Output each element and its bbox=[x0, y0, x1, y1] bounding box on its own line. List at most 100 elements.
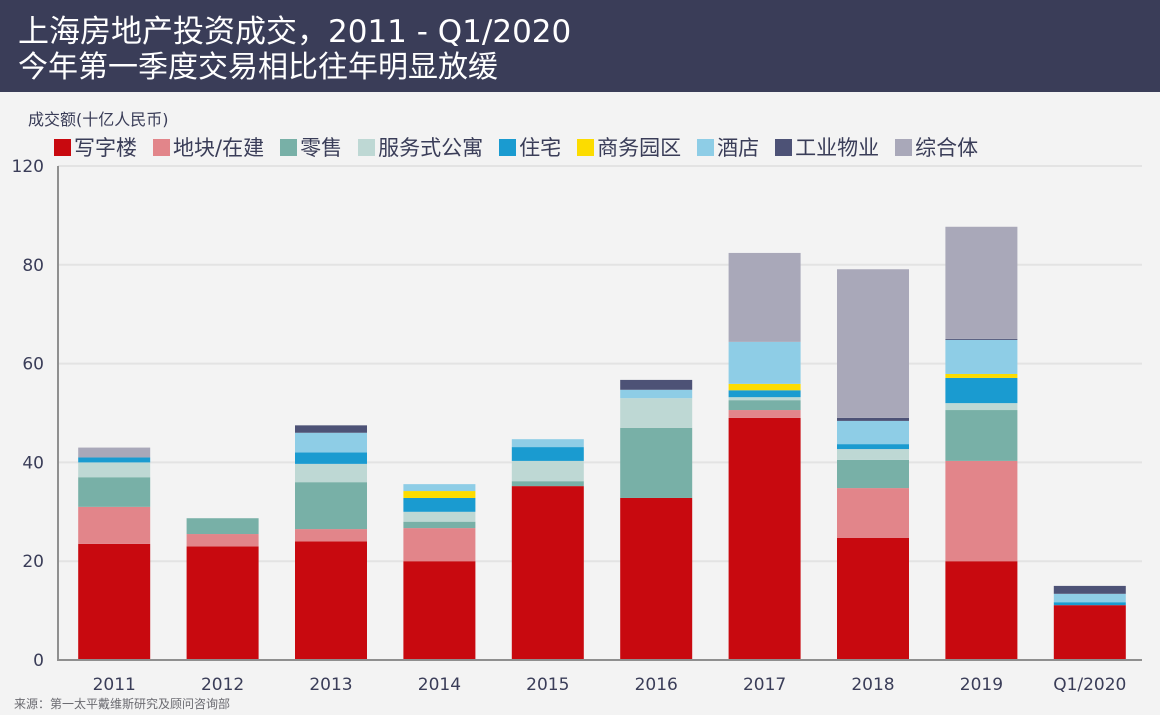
bar-segment bbox=[945, 226, 1018, 339]
legend-label: 综合体 bbox=[915, 136, 979, 160]
chart-header: 上海房地产投资成交，2011 - Q1/2020 今年第一季度交易相比往年明显放… bbox=[0, 0, 1160, 92]
x-tick-label: 2018 bbox=[851, 675, 894, 695]
y-tick-label: 40 bbox=[22, 453, 44, 473]
bar-segment bbox=[837, 537, 909, 660]
bar-segment bbox=[78, 543, 151, 660]
y-axis-label: 成交额(十亿人民币) bbox=[28, 110, 169, 129]
legend-label: 工业物业 bbox=[795, 136, 880, 160]
bar-stack-2019 bbox=[945, 226, 1018, 660]
y-tick-label: 20 bbox=[22, 552, 44, 572]
bar-segment bbox=[295, 425, 367, 433]
bar-segment bbox=[511, 439, 584, 448]
bar-segment bbox=[295, 541, 367, 660]
y-tick-label: 120 bbox=[12, 157, 44, 177]
bar-segment bbox=[1053, 593, 1126, 603]
legend-label: 酒店 bbox=[717, 136, 760, 160]
bar-segment bbox=[403, 497, 476, 512]
legend-swatch bbox=[153, 138, 170, 156]
bar-segment bbox=[945, 339, 1018, 374]
bar-segment bbox=[186, 518, 259, 535]
legend-swatch bbox=[358, 138, 376, 156]
bar-segment bbox=[78, 457, 151, 463]
bar-segment bbox=[945, 460, 1018, 562]
legend-label: 写字楼 bbox=[74, 136, 137, 160]
bar-segment bbox=[728, 410, 801, 418]
legend-swatch bbox=[577, 138, 595, 156]
bar-segment bbox=[945, 410, 1018, 461]
bar-segment bbox=[837, 269, 909, 418]
x-tick-label: 2011 bbox=[93, 675, 136, 695]
bar-segment bbox=[295, 482, 367, 530]
bar-segment bbox=[837, 459, 909, 489]
bar-segment bbox=[728, 383, 801, 391]
legend-item: 酒店 bbox=[697, 132, 759, 162]
bar-segment bbox=[620, 497, 693, 660]
bar-segment bbox=[728, 390, 801, 398]
bar-segment bbox=[403, 528, 476, 562]
bar-segment bbox=[295, 463, 367, 483]
bar-segment bbox=[511, 486, 584, 660]
bar-segment bbox=[837, 444, 909, 450]
bar-segment bbox=[620, 379, 693, 390]
bar-segment bbox=[511, 460, 584, 482]
bar-stack-2011 bbox=[78, 447, 151, 660]
bar-segment bbox=[1053, 602, 1126, 606]
bar-segment bbox=[945, 561, 1018, 660]
legend-swatch bbox=[499, 138, 517, 156]
y-tick-label: 0 bbox=[33, 651, 44, 671]
legend-label: 住宅 bbox=[519, 136, 562, 160]
bar-stack-Q1/2020 bbox=[1053, 585, 1126, 660]
legend-label: 零售 bbox=[300, 136, 343, 160]
bar-segment bbox=[511, 447, 584, 461]
x-tick-label: 2013 bbox=[309, 675, 352, 695]
bar-segment bbox=[295, 452, 367, 464]
legend-item: 服务式公寓 bbox=[358, 132, 483, 162]
bar-segment bbox=[837, 417, 909, 421]
bar-segment bbox=[945, 338, 1018, 340]
bar-segment bbox=[728, 417, 801, 660]
chart-subtitle: 今年第一季度交易相比往年明显放缓 bbox=[18, 50, 498, 85]
x-tick-label: 2014 bbox=[418, 675, 461, 695]
bar-segment bbox=[78, 506, 151, 544]
bar-segment bbox=[78, 447, 151, 458]
bar-segment bbox=[945, 403, 1018, 411]
chart-title: 上海房地产投资成交，2011 - Q1/2020 bbox=[18, 14, 572, 50]
bar-segment bbox=[295, 529, 367, 542]
bar-stack-2014 bbox=[403, 484, 476, 660]
y-tick-label: 80 bbox=[22, 256, 44, 276]
bar-stack-2016 bbox=[620, 379, 693, 660]
legend-swatch bbox=[280, 138, 298, 156]
legend-label: 服务式公寓 bbox=[378, 136, 484, 160]
bar-segment bbox=[186, 546, 259, 660]
bar-segment bbox=[945, 373, 1018, 378]
bar-stack-2012 bbox=[186, 518, 259, 660]
legend-item: 零售 bbox=[280, 132, 342, 162]
x-tick-label: 2019 bbox=[960, 675, 1003, 695]
bar-segment bbox=[403, 511, 476, 522]
legend-swatch bbox=[895, 138, 913, 156]
legend-item: 工业物业 bbox=[775, 132, 879, 162]
bar-segment bbox=[186, 534, 259, 547]
bar-segment bbox=[837, 420, 909, 445]
bar-segment bbox=[728, 252, 801, 342]
bar-segment bbox=[728, 400, 801, 411]
bar-segment bbox=[1053, 605, 1126, 660]
bar-segment bbox=[403, 484, 476, 492]
legend-label: 商务园区 bbox=[597, 136, 682, 160]
bar-segment bbox=[728, 341, 801, 384]
bar-segment bbox=[295, 432, 367, 453]
bar-segment bbox=[620, 427, 693, 498]
bar-segment bbox=[837, 449, 909, 460]
legend-swatch bbox=[697, 138, 715, 156]
bar-segment bbox=[78, 462, 151, 478]
bar-segment bbox=[837, 488, 909, 538]
bar-segment bbox=[620, 389, 693, 399]
legend-item: 住宅 bbox=[499, 132, 561, 162]
bar-stack-2015 bbox=[511, 439, 584, 660]
bar-segment bbox=[511, 481, 584, 487]
bar-segment bbox=[945, 377, 1018, 404]
legend-swatch bbox=[54, 138, 71, 156]
bar-stack-2017 bbox=[728, 252, 801, 660]
x-tick-label: 2017 bbox=[743, 675, 786, 695]
